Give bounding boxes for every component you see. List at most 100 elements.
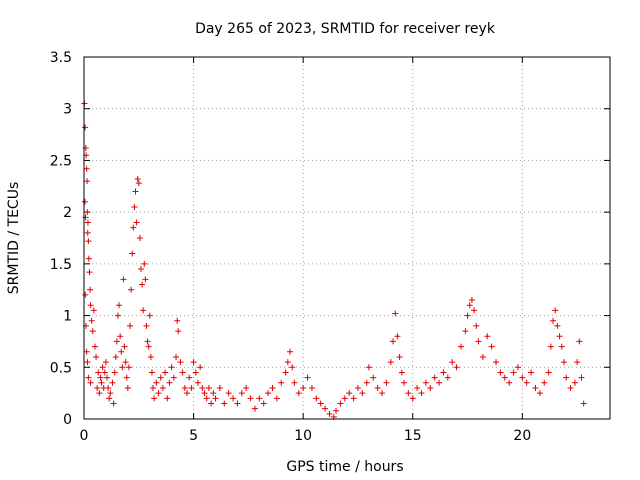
data-point (514, 364, 521, 371)
data-point (188, 384, 195, 391)
data-point (409, 395, 416, 402)
y-tick-label: 0 (63, 412, 72, 428)
data-point (493, 359, 500, 366)
data-point (146, 312, 153, 319)
data-point (383, 379, 390, 386)
data-point (363, 379, 370, 386)
data-point (578, 374, 585, 381)
data-point (273, 395, 280, 402)
data-point (436, 379, 443, 386)
data-point (151, 395, 158, 402)
data-point (571, 379, 578, 386)
data-point (110, 400, 117, 407)
data-point (528, 369, 535, 376)
data-point (265, 390, 272, 397)
data-point (300, 384, 307, 391)
data-point (260, 400, 267, 407)
x-tick-label: 10 (294, 428, 312, 444)
data-point (580, 400, 587, 407)
data-point (560, 359, 567, 366)
data-point (84, 178, 91, 185)
data-point (475, 338, 482, 345)
x-axis-label: GPS time / hours (286, 459, 403, 475)
data-point (170, 374, 177, 381)
data-point (88, 317, 95, 324)
data-point (139, 281, 146, 288)
data-point (558, 343, 565, 350)
data-points (81, 100, 587, 420)
data-point (379, 390, 386, 397)
data-point (175, 328, 182, 335)
data-point (556, 333, 563, 340)
y-tick-label: 1.5 (50, 257, 72, 273)
data-point (205, 384, 212, 391)
data-point (123, 374, 130, 381)
data-point (87, 302, 94, 309)
data-point (90, 307, 97, 314)
data-point (86, 269, 93, 276)
data-point (563, 374, 570, 381)
data-point (112, 353, 119, 360)
data-point (111, 369, 118, 376)
data-point (84, 209, 91, 216)
data-point (251, 405, 258, 412)
data-point (116, 302, 123, 309)
data-point (81, 198, 88, 205)
data-point (317, 400, 324, 407)
data-point (468, 297, 475, 304)
data-point (127, 322, 134, 329)
y-tick-label: 3 (63, 102, 72, 118)
data-point (295, 390, 302, 397)
data-point (284, 359, 291, 366)
data-point (289, 364, 296, 371)
data-point (501, 374, 508, 381)
data-point (208, 400, 215, 407)
data-point (157, 374, 164, 381)
data-point (132, 188, 139, 195)
data-point (370, 374, 377, 381)
data-point (201, 390, 208, 397)
data-point (122, 359, 129, 366)
data-point (574, 359, 581, 366)
data-point (341, 395, 348, 402)
data-point (85, 238, 92, 245)
data-point (164, 395, 171, 402)
data-point (162, 369, 169, 376)
data-point (101, 369, 108, 376)
data-point (147, 353, 154, 360)
x-tick-label: 20 (513, 428, 531, 444)
data-point (179, 369, 186, 376)
data-point (143, 322, 150, 329)
data-point (488, 343, 495, 350)
data-point (184, 390, 191, 397)
data-point (99, 364, 106, 371)
data-point (278, 379, 285, 386)
data-point (173, 353, 180, 360)
data-point (396, 353, 403, 360)
data-point (536, 390, 543, 397)
data-point (82, 291, 89, 298)
data-point (333, 407, 340, 414)
data-point (197, 364, 204, 371)
data-point (453, 364, 460, 371)
data-point (398, 369, 405, 376)
data-point (142, 276, 149, 283)
data-point (125, 364, 132, 371)
data-point (155, 390, 162, 397)
data-point (133, 219, 140, 226)
data-point (96, 390, 103, 397)
data-point (87, 379, 94, 386)
data-point (422, 379, 429, 386)
data-point (440, 369, 447, 376)
data-point (159, 384, 166, 391)
y-tick-label: 1 (63, 309, 72, 325)
data-point (114, 312, 121, 319)
data-point (136, 235, 143, 241)
grid (84, 57, 610, 419)
data-point (545, 369, 552, 376)
data-point (308, 384, 315, 391)
data-point (473, 322, 480, 329)
data-point (390, 338, 397, 345)
data-point (174, 317, 181, 324)
data-point (137, 266, 144, 273)
